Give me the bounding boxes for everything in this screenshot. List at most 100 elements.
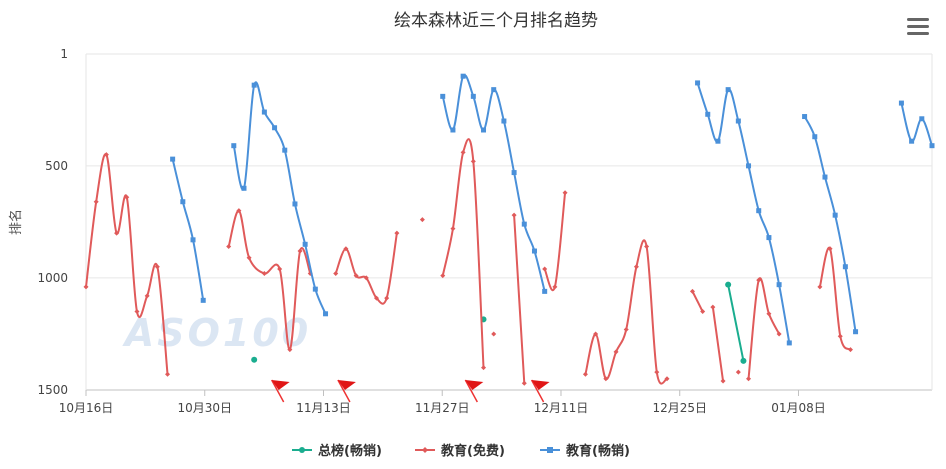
x-tick-label: 10月16日: [59, 401, 114, 415]
data-point: [812, 134, 818, 140]
data-point: [710, 304, 716, 310]
data-point: [582, 371, 588, 377]
series-line: [227, 209, 312, 351]
data-point: [134, 309, 140, 315]
data-point: [241, 185, 247, 191]
series-line: [691, 290, 704, 312]
data-point: [373, 295, 379, 301]
data-point: [501, 118, 507, 124]
watermark-text: ASO100: [122, 311, 311, 355]
data-point: [297, 248, 303, 254]
data-point: [822, 174, 828, 180]
data-point: [786, 340, 792, 346]
data-point: [491, 331, 497, 337]
data-point: [756, 208, 762, 214]
series-0: [251, 281, 747, 364]
data-point: [827, 246, 833, 252]
x-tick-label: 10月30日: [177, 401, 232, 415]
series-line: [711, 306, 725, 382]
data-point: [521, 380, 527, 386]
data-point: [481, 127, 487, 133]
flag-cloth: [531, 380, 550, 390]
series-line: [727, 284, 745, 362]
flag-pole: [530, 379, 545, 403]
data-point: [440, 273, 446, 279]
data-point: [735, 369, 741, 375]
x-tick-label: 11月27日: [415, 401, 470, 415]
legend-marker: [299, 447, 305, 453]
data-point: [124, 194, 130, 200]
data-point: [450, 127, 456, 133]
data-point: [919, 116, 925, 122]
data-point: [261, 109, 267, 115]
data-point: [613, 349, 619, 355]
data-point: [384, 295, 390, 301]
data-point: [190, 237, 196, 243]
flag-cloth: [465, 380, 484, 390]
data-point: [83, 284, 89, 290]
data-point: [700, 309, 706, 315]
hamburger-menu-icon[interactable]: [903, 14, 933, 40]
series-layer: [83, 73, 935, 386]
data-point: [725, 87, 731, 93]
data-point: [542, 266, 548, 272]
legend-item-0[interactable]: 总榜(畅销): [292, 443, 382, 459]
data-point: [226, 244, 232, 250]
legend-label: 教育(畅销): [565, 443, 630, 459]
data-point: [440, 93, 446, 99]
data-point: [323, 311, 329, 317]
legend-item-1[interactable]: 教育(免费): [415, 443, 505, 459]
data-point: [481, 365, 487, 371]
data-point: [394, 230, 400, 236]
data-point: [715, 138, 721, 144]
data-point: [470, 158, 476, 164]
legend-item-2[interactable]: 教育(畅销): [540, 443, 630, 459]
y-tick-label: 1000: [37, 271, 68, 285]
data-point: [853, 329, 859, 335]
data-point: [302, 241, 308, 247]
series-line: [696, 82, 791, 344]
series-line: [232, 81, 327, 315]
data-point: [735, 118, 741, 124]
legend[interactable]: 总榜(畅销) 教育(免费) 教育(畅销): [292, 443, 630, 459]
data-point: [740, 357, 747, 364]
data-point: [898, 100, 904, 106]
data-point: [93, 199, 99, 205]
flag-pole: [337, 379, 351, 403]
series-line: [803, 116, 857, 332]
data-point: [251, 356, 258, 363]
red-flag-icon: [337, 379, 356, 403]
series-line: [543, 192, 567, 291]
data-point: [511, 212, 517, 218]
y-tick-label: 1: [60, 47, 68, 61]
data-point: [847, 347, 853, 353]
data-point: [776, 282, 782, 288]
series-line: [513, 215, 526, 384]
data-point: [231, 143, 237, 149]
legend-label: 总榜(畅销): [318, 443, 382, 459]
chart-title: 绘本森林近三个月排名趋势: [394, 11, 598, 31]
data-point: [776, 331, 782, 337]
data-point: [842, 264, 848, 270]
red-flag-icon: [271, 379, 290, 403]
data-point: [633, 264, 639, 270]
flag-pole: [464, 379, 478, 403]
data-point: [929, 143, 935, 149]
data-point: [766, 311, 772, 317]
data-point: [103, 152, 109, 158]
data-point: [746, 376, 752, 382]
data-point: [246, 255, 252, 261]
x-tick-label: 01月08日: [771, 401, 826, 415]
data-point: [705, 111, 711, 117]
series-line: [747, 277, 781, 379]
data-point: [521, 221, 527, 227]
watermark: ASO100: [122, 311, 311, 355]
data-point: [312, 286, 318, 292]
series-line: [584, 239, 668, 385]
data-point: [746, 163, 752, 169]
data-point: [695, 80, 701, 86]
flag-cloth: [337, 380, 356, 390]
data-point: [272, 125, 278, 131]
data-point: [419, 217, 425, 223]
data-point: [292, 201, 298, 207]
